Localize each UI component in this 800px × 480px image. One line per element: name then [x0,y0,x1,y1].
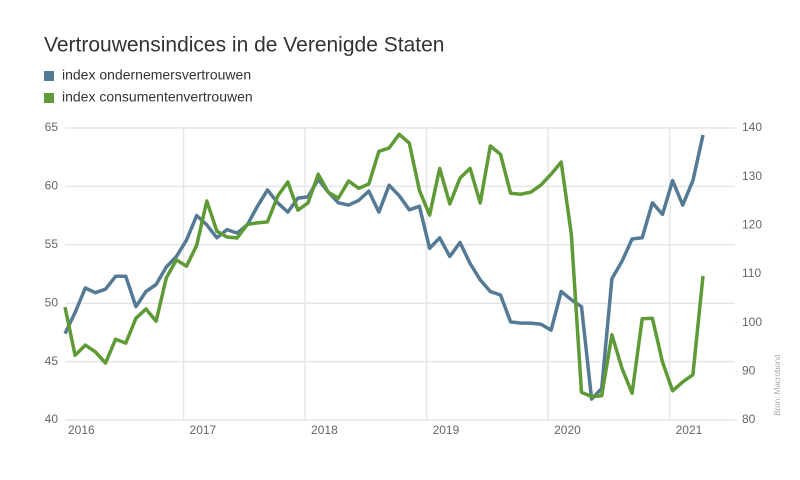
y2-tick-label: 100 [742,315,762,329]
legend-label: index ondernemersvertrouwen [62,67,251,83]
y2-tick-label: 140 [742,120,762,134]
x-tick-label: 2016 [68,423,95,437]
x-tick-label: 2018 [311,423,338,437]
y2-tick-label: 110 [742,266,761,280]
x-tick-label: 2019 [433,423,460,437]
y-tick-label: 55 [45,237,59,251]
legend-swatch [44,71,54,81]
x-tick-label: 2021 [676,423,703,437]
y-tick-label: 40 [45,412,59,426]
y-tick-label: 50 [45,295,59,309]
chart-title: Vertrouwensindices in de Verenigde State… [44,34,444,57]
y-tick-label: 45 [45,354,59,368]
y2-tick-label: 80 [742,412,756,426]
x-tick-label: 2017 [190,423,217,437]
source-note: Bron: Macrobond [773,354,782,415]
legend-label: index consumentenvertrouwen [62,89,253,105]
y2-tick-label: 130 [742,169,762,183]
series-line [63,134,705,401]
y-tick-label: 65 [45,120,59,134]
y2-tick-label: 90 [742,364,756,378]
series-line [63,132,705,399]
y-tick-label: 60 [45,179,59,193]
legend-swatch [44,93,54,103]
x-tick-label: 2020 [554,423,581,437]
y2-tick-label: 120 [742,218,762,232]
